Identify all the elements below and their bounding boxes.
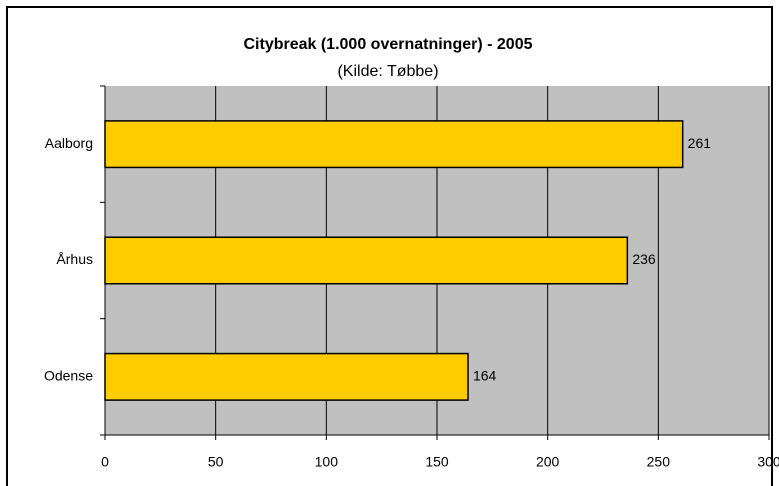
bar xyxy=(104,352,469,401)
bar xyxy=(104,236,629,285)
x-tick-label: 150 xyxy=(425,454,449,470)
y-tick-label: Odense xyxy=(44,368,93,384)
y-tick-label: Aalborg xyxy=(45,135,93,151)
chart-subtitle: (Kilde: Tøbbe) xyxy=(337,63,438,80)
chart-title: Citybreak (1.000 overnatninger) - 2005 xyxy=(243,36,532,53)
x-tick-label: 250 xyxy=(647,454,671,470)
x-tick-label: 200 xyxy=(536,454,560,470)
value-label: 261 xyxy=(688,135,712,151)
value-label: 236 xyxy=(632,251,656,267)
x-tick-label: 300 xyxy=(757,454,779,470)
x-tick-label: 100 xyxy=(315,454,339,470)
bar xyxy=(104,120,684,169)
y-tick-label: Århus xyxy=(56,251,93,267)
x-tick-label: 50 xyxy=(208,454,224,470)
value-label: 164 xyxy=(473,368,497,384)
x-tick-label: 0 xyxy=(101,454,109,470)
